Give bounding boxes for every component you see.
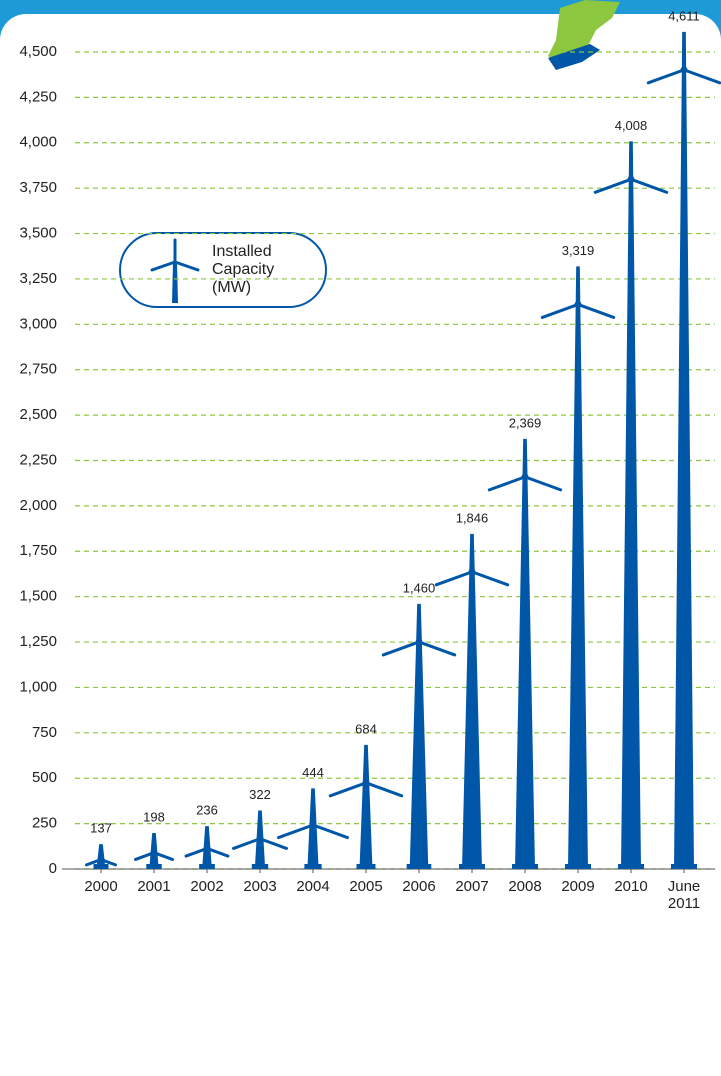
y-tick-label: 2,750 bbox=[19, 361, 57, 378]
value-label: 444 bbox=[302, 765, 324, 780]
turbine-tower bbox=[307, 788, 319, 869]
map-decoration bbox=[548, 44, 600, 70]
x-tick-label: 2002 bbox=[190, 878, 224, 895]
turbine-blade bbox=[593, 177, 633, 194]
turbine-hub bbox=[521, 473, 529, 481]
y-tick-label: 3,000 bbox=[19, 315, 57, 332]
y-tick-label: 250 bbox=[32, 815, 57, 832]
value-label: 2,369 bbox=[509, 415, 542, 430]
y-tick-label: 2,500 bbox=[19, 406, 57, 423]
y-tick-label: 2,000 bbox=[19, 497, 57, 514]
x-tick-label: 2008 bbox=[508, 878, 542, 895]
y-tick-label: 1,000 bbox=[19, 678, 57, 695]
turbine-hub bbox=[203, 844, 211, 852]
turbine-blade bbox=[328, 781, 368, 798]
turbine-blade bbox=[205, 846, 230, 858]
x-tick-label: 2003 bbox=[243, 878, 277, 895]
x-tick-label: 2006 bbox=[402, 878, 436, 895]
turbine-hub bbox=[468, 568, 476, 576]
turbine-hub bbox=[97, 856, 105, 864]
map-decoration bbox=[548, 0, 620, 66]
panel bbox=[0, 14, 721, 1076]
turbine-hub bbox=[362, 779, 370, 787]
turbine-hub bbox=[574, 300, 582, 308]
value-label: 137 bbox=[90, 821, 112, 836]
x-tick-label: 2005 bbox=[349, 878, 383, 895]
turbine-blade bbox=[434, 570, 474, 587]
turbine-hub bbox=[680, 66, 688, 74]
y-tick-label: 4,000 bbox=[19, 134, 57, 151]
turbine-blade bbox=[629, 177, 669, 194]
y-tick-label: 1,500 bbox=[19, 588, 57, 605]
x-tick-label: 2000 bbox=[84, 878, 118, 895]
value-label: 3,319 bbox=[562, 243, 595, 258]
turbine-blade bbox=[487, 475, 527, 492]
x-tick-label: 2010 bbox=[614, 878, 648, 895]
x-tick-label: 2001 bbox=[137, 878, 171, 895]
turbine-hub bbox=[150, 849, 158, 857]
turbine-blade bbox=[470, 570, 510, 587]
value-label: 4,008 bbox=[615, 118, 648, 133]
y-tick-label: 3,250 bbox=[19, 270, 57, 287]
turbine-blade bbox=[381, 640, 421, 657]
turbine-tower bbox=[359, 744, 373, 869]
turbine-blade bbox=[231, 837, 262, 850]
y-tick-label: 4,500 bbox=[19, 43, 57, 60]
legend-icon bbox=[150, 238, 200, 303]
turbine-tower bbox=[674, 31, 694, 869]
value-label: 198 bbox=[143, 809, 165, 824]
y-tick-label: 3,500 bbox=[19, 225, 57, 242]
turbine-blade bbox=[258, 837, 289, 850]
turbine-blade bbox=[277, 823, 315, 840]
turbine-tower bbox=[515, 438, 535, 869]
turbine-blade bbox=[540, 302, 580, 319]
y-tick-label: 1,750 bbox=[19, 542, 57, 559]
value-label: 236 bbox=[196, 803, 218, 818]
turbine-blade bbox=[184, 846, 209, 858]
y-tick-label: 750 bbox=[32, 724, 57, 741]
turbine-blade bbox=[576, 302, 616, 319]
turbine-tower bbox=[621, 141, 641, 870]
turbine-blade bbox=[417, 640, 457, 657]
turbine-blade bbox=[682, 68, 721, 85]
turbine-tower bbox=[568, 266, 588, 869]
turbine-blade bbox=[646, 68, 686, 85]
value-label: 1,846 bbox=[456, 510, 489, 525]
y-tick-label: 4,250 bbox=[19, 88, 57, 105]
legend-label: Installed Capacity (MW) bbox=[212, 243, 275, 296]
x-tick-label: 2007 bbox=[455, 878, 489, 895]
y-tick-label: 0 bbox=[49, 860, 57, 877]
value-label: 684 bbox=[355, 721, 377, 736]
value-label: 4,611 bbox=[668, 8, 700, 23]
turbine-hub bbox=[309, 821, 317, 829]
x-tick-label: June 2011 bbox=[667, 878, 701, 912]
value-label: 1,460 bbox=[403, 580, 436, 595]
turbine-blade bbox=[523, 475, 563, 492]
value-label: 322 bbox=[249, 787, 271, 802]
y-tick-label: 2,250 bbox=[19, 451, 57, 468]
turbine-tower bbox=[462, 533, 482, 869]
turbine-tower bbox=[409, 603, 429, 869]
turbine-hub bbox=[415, 638, 423, 646]
turbine-blade bbox=[311, 823, 349, 840]
y-tick-label: 1,250 bbox=[19, 633, 57, 650]
x-tick-label: 2004 bbox=[296, 878, 330, 895]
y-tick-label: 3,750 bbox=[19, 179, 57, 196]
y-tick-label: 500 bbox=[32, 769, 57, 786]
turbine-hub bbox=[627, 175, 635, 183]
turbine-hub bbox=[256, 835, 264, 843]
turbine-blade bbox=[364, 781, 404, 798]
x-tick-label: 2009 bbox=[561, 878, 595, 895]
